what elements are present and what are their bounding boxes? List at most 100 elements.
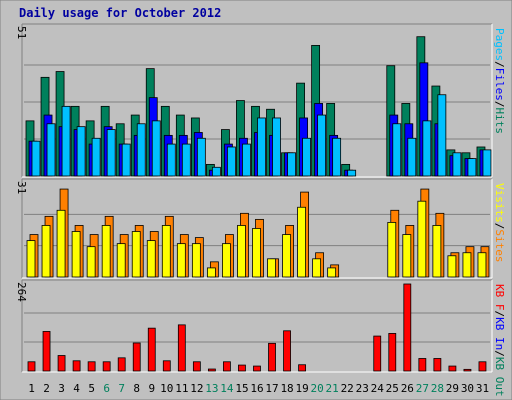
day-label-26: 26 <box>401 382 414 395</box>
bar-visits-day-27 <box>417 200 427 278</box>
bar-visits-day-27-body <box>417 200 427 278</box>
bar-visits-day-18-body <box>282 234 291 278</box>
bar-kb-f-day-30 <box>463 368 472 372</box>
bar-visits-day-31 <box>477 252 487 278</box>
bar-kb-f-day-17-body <box>268 342 276 372</box>
bar-visits-day-3-body <box>56 209 66 278</box>
bar-pages-day-14 <box>227 146 236 177</box>
bar-pages-day-27-body <box>422 120 432 177</box>
bar-pages-day-6 <box>106 129 116 177</box>
bar-pages-day-1 <box>31 140 41 177</box>
bar-visits-day-21 <box>327 267 337 278</box>
bar-kb-f-day-6 <box>102 361 111 372</box>
bar-visits-day-4 <box>71 231 81 278</box>
legend-entry: KB In <box>493 317 506 350</box>
bar-pages-day-28-body <box>437 94 447 177</box>
bar-pages-day-5-body <box>91 137 101 177</box>
bar-visits-day-9-body <box>146 240 156 278</box>
bar-visits-day-13 <box>206 267 216 278</box>
bar-pages-day-11 <box>181 143 191 177</box>
day-label-17: 17 <box>265 382 278 395</box>
bar-kb-f-day-16-body <box>253 365 261 372</box>
bar-pages-day-2-body <box>46 123 56 177</box>
bar-pages-day-19 <box>302 137 311 177</box>
panel-kbytes: 264 KB F/KB In/KB Out <box>15 279 506 397</box>
bar-visits-day-6 <box>101 225 111 278</box>
bar-kb-f-day-4 <box>72 360 81 372</box>
bar-pages-day-14-body <box>227 146 236 177</box>
bar-kb-f-day-4-body <box>72 360 81 372</box>
bar-pages-day-26 <box>407 137 417 177</box>
bar-visits-day-19 <box>297 206 306 278</box>
day-label-2: 2 <box>43 382 50 395</box>
legend-entry: / <box>493 101 506 108</box>
bar-visits-day-12-body <box>191 243 201 278</box>
bar-kb-f-day-13-body <box>207 368 216 372</box>
bar-visits-day-11-body <box>176 243 186 278</box>
bar-visits-day-31-body <box>477 252 487 278</box>
legend-entry: KB Out <box>493 357 506 397</box>
day-label-21: 21 <box>326 382 339 395</box>
day-label-11: 11 <box>175 382 188 395</box>
bar-kb-f-day-10-body <box>162 360 171 372</box>
bar-kb-f-day-2-body <box>42 331 51 372</box>
axis-max-label: 51 <box>15 26 28 39</box>
bar-visits-day-25 <box>387 222 397 278</box>
legend-kbytes: KB F/KB In/KB Out <box>493 284 506 397</box>
bar-visits-day-30-body <box>462 252 472 278</box>
day-label-6: 6 <box>103 382 110 395</box>
bar-pages-day-26-body <box>407 137 417 177</box>
bar-visits-day-15-body <box>237 225 246 278</box>
bar-pages-day-18-body <box>287 152 296 177</box>
bar-kb-f-day-1 <box>27 361 36 372</box>
day-label-5: 5 <box>88 382 95 395</box>
bar-visits-day-25-body <box>387 222 397 278</box>
bar-visits-day-20-body <box>312 258 322 278</box>
bar-kb-f-day-12 <box>192 361 201 372</box>
bar-visits-day-16-body <box>252 228 261 278</box>
legend-entry: Visits <box>493 183 506 223</box>
bar-kb-f-day-6-body <box>102 361 111 372</box>
bar-kb-f-day-7-body <box>117 357 126 372</box>
day-label-10: 10 <box>160 382 173 395</box>
bar-pages-day-20-body <box>317 114 327 177</box>
bar-kb-f-day-8-body <box>132 342 141 372</box>
bar-visits-day-8-body <box>131 231 141 278</box>
bar-pages-day-22-body <box>347 169 357 177</box>
bar-pages-day-30-body <box>467 158 477 177</box>
bar-visits-day-3 <box>56 209 66 278</box>
day-label-3: 3 <box>58 382 65 395</box>
bar-kb-f-day-5-body <box>87 361 96 372</box>
bar-pages-day-17-body <box>272 117 281 177</box>
legend-entry: / <box>493 61 506 68</box>
bar-kb-f-day-19 <box>298 364 306 372</box>
bar-visits-day-1-body <box>26 240 36 278</box>
panel-visits-sites: 31 Visits/Sites <box>15 178 506 279</box>
bar-kb-f-day-18-body <box>283 330 291 372</box>
bar-pages-day-29 <box>452 152 462 177</box>
bar-pages-day-9-body <box>151 120 161 177</box>
bar-pages-day-8-body <box>136 123 146 177</box>
day-label-30: 30 <box>461 382 474 395</box>
bar-visits-day-29 <box>447 255 457 278</box>
bar-pages-day-12 <box>196 137 206 177</box>
day-label-15: 15 <box>235 382 248 395</box>
bar-pages-day-10-body <box>166 143 176 177</box>
legend-entry: / <box>493 223 506 230</box>
bar-pages-day-15 <box>242 143 251 177</box>
bar-kb-f-day-8 <box>132 342 141 372</box>
bar-pages-day-7-body <box>121 143 131 177</box>
bar-visits-day-7 <box>116 243 126 278</box>
bar-visits-day-17-body <box>267 258 276 278</box>
bar-pages-day-2 <box>46 123 56 177</box>
bar-kb-f-day-24 <box>373 335 382 372</box>
legend-entry: Hits <box>493 108 506 135</box>
bar-pages-day-13-body <box>211 166 221 177</box>
bar-visits-day-14 <box>222 243 231 278</box>
day-label-16: 16 <box>250 382 263 395</box>
day-label-12: 12 <box>190 382 203 395</box>
bar-visits-day-29-body <box>447 255 457 278</box>
bar-pages-day-8 <box>136 123 146 177</box>
